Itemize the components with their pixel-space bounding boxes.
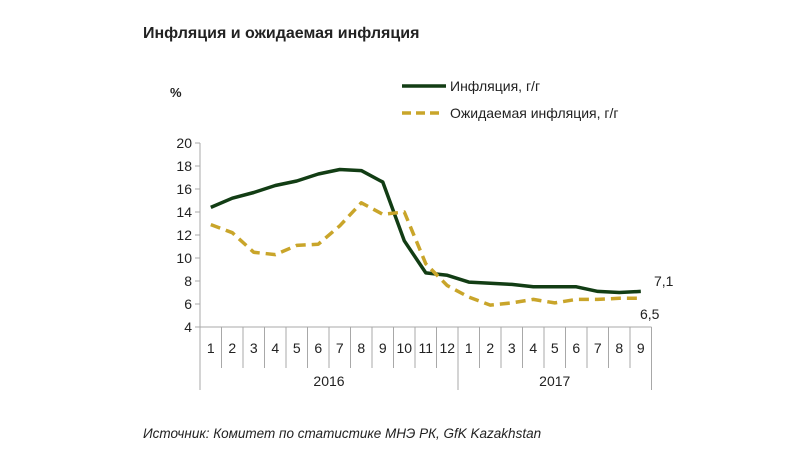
x-tick-label: 11 bbox=[418, 340, 433, 356]
x-tick-label: 9 bbox=[637, 340, 645, 356]
y-tick-label: 20 bbox=[176, 135, 192, 151]
x-tick-label: 6 bbox=[572, 340, 580, 356]
series-line-expected-inflation bbox=[210, 201, 641, 307]
x-tick-label: 9 bbox=[379, 340, 387, 356]
legend-label-inflation: Инфляция, г/г bbox=[450, 78, 540, 94]
y-tick-label: 14 bbox=[176, 204, 192, 220]
y-tick-label: 4 bbox=[184, 319, 192, 335]
year-label: 2017 bbox=[539, 373, 570, 389]
y-axis-unit: % bbox=[170, 85, 182, 100]
x-tick-label: 7 bbox=[336, 340, 344, 356]
end-label-inflation: 7,1 bbox=[654, 273, 674, 289]
x-tick-label: 5 bbox=[293, 340, 301, 356]
year-label: 2016 bbox=[313, 373, 344, 389]
x-tick-label: 10 bbox=[396, 340, 412, 356]
x-tick-label: 4 bbox=[271, 340, 279, 356]
chart-title: Инфляция и ожидаемая инфляция bbox=[143, 25, 419, 42]
y-tick-label: 8 bbox=[184, 273, 192, 289]
y-tick-label: 18 bbox=[176, 158, 192, 174]
y-tick-label: 16 bbox=[176, 181, 192, 197]
x-tick-label: 4 bbox=[529, 340, 537, 356]
x-tick-label: 12 bbox=[439, 340, 455, 356]
x-tick-label: 2 bbox=[486, 340, 494, 356]
source-note: Источник: Комитет по статистике МНЭ РК, … bbox=[143, 426, 541, 441]
legend: Инфляция, г/г Ожидаемая инфляция, г/г bbox=[402, 78, 619, 121]
y-tick-label: 6 bbox=[184, 296, 192, 312]
x-tick-label: 3 bbox=[250, 340, 258, 356]
x-tick-label: 5 bbox=[551, 340, 559, 356]
x-tick-label: 7 bbox=[594, 340, 602, 356]
y-tick-label: 10 bbox=[176, 250, 192, 266]
x-tick-label: 2 bbox=[228, 340, 236, 356]
x-tick-label: 3 bbox=[508, 340, 516, 356]
x-tick-label: 1 bbox=[465, 340, 473, 356]
x-tick-label: 8 bbox=[357, 340, 365, 356]
x-tick-label: 6 bbox=[314, 340, 322, 356]
end-label-expected: 6,5 bbox=[640, 306, 660, 322]
x-tick-label: 8 bbox=[615, 340, 623, 356]
series-line-inflation bbox=[210, 167, 641, 295]
legend-label-expected: Ожидаемая инфляция, г/г bbox=[450, 105, 619, 121]
x-tick-label: 1 bbox=[207, 340, 215, 356]
y-tick-label: 12 bbox=[176, 227, 192, 243]
